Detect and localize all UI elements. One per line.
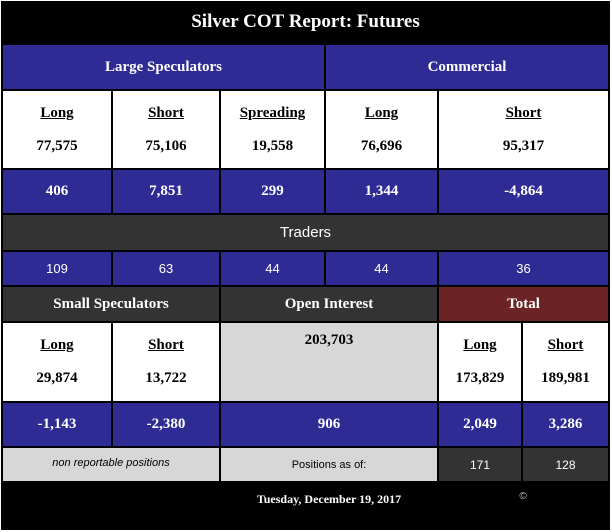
commercial-long-traders-value: 44: [374, 261, 389, 276]
large-spec-long-label: Long: [40, 104, 74, 121]
large-spec-long-cell: Long 77,575: [3, 91, 111, 168]
large-spec-spreading-change: 299: [221, 170, 324, 213]
large-spec-spreading-cell: Spreading 19,558: [221, 91, 324, 168]
open-interest-change-value: 906: [317, 416, 341, 432]
report-title-text: Silver COT Report: Futures: [191, 11, 420, 32]
commercial-long-value: 76,696: [360, 137, 403, 154]
positions-as-of-label: Positions as of:: [291, 458, 367, 471]
small-spec-short-cell: Short 13,722: [113, 323, 219, 401]
traders-title: Traders: [279, 224, 332, 241]
total-long-traders-value: 171: [469, 457, 491, 472]
commercial-title: Commercial: [427, 58, 507, 75]
commercial-short-traders: 36: [439, 252, 608, 285]
large-spec-short-cell: Short 75,106: [113, 91, 219, 168]
large-spec-short-label: Short: [148, 104, 184, 121]
commercial-short-label: Short: [505, 104, 542, 121]
large-spec-spreading-traders-value: 44: [265, 261, 280, 276]
small-spec-short-change: -2,380: [113, 403, 219, 446]
copyright-text: ©: [519, 490, 527, 502]
total-short-change-value: 3,286: [548, 416, 583, 432]
small-spec-short-label: Short: [148, 337, 184, 353]
commercial-long-change-value: 1,344: [364, 183, 399, 199]
open-interest-value: 203,703: [304, 332, 354, 348]
non-reportable-note: non reportable positions: [3, 448, 219, 481]
large-spec-spreading-value: 19,558: [251, 137, 294, 154]
large-spec-short-value: 75,106: [145, 137, 187, 154]
small-spec-short-value: 13,722: [145, 370, 187, 386]
total-title: Total: [507, 295, 540, 312]
small-spec-long-value: 29,874: [36, 370, 78, 386]
large-spec-long-change: 406: [3, 170, 111, 213]
report-title: Silver COT Report: Futures: [1, 1, 610, 43]
copyright-mark: ©: [506, 487, 540, 505]
open-interest-title: Open Interest: [284, 295, 374, 312]
non-reportable-text: non reportable positions: [52, 456, 170, 469]
total-short-change: 3,286: [523, 403, 608, 446]
small-speculators-header: Small Speculators: [3, 287, 219, 321]
large-spec-long-traders: 109: [3, 252, 111, 285]
report-date: Tuesday, December 19, 2017: [221, 483, 437, 515]
commercial-long-traders: 44: [326, 252, 437, 285]
total-short-label: Short: [547, 337, 584, 353]
total-short-traders-value: 128: [555, 457, 576, 472]
total-long-cell: Long 173,829: [439, 323, 521, 401]
large-spec-long-change-value: 406: [45, 183, 69, 199]
total-long-change-value: 2,049: [463, 416, 497, 432]
commercial-short-change: -4,864: [439, 170, 608, 213]
commercial-short-traders-value: 36: [516, 261, 531, 276]
open-interest-header: Open Interest: [221, 287, 437, 321]
large-spec-spreading-change-value: 299: [261, 183, 284, 199]
small-spec-long-change: -1,143: [3, 403, 111, 446]
large-spec-short-traders: 63: [113, 252, 219, 285]
commercial-long-change: 1,344: [326, 170, 437, 213]
small-speculators-title: Small Speculators: [53, 295, 169, 312]
large-spec-short-change-value: 7,851: [149, 183, 183, 199]
commercial-long-cell: Long 76,696: [326, 91, 437, 168]
commercial-short-cell: Short 95,317: [439, 91, 608, 168]
open-interest-change: 906: [221, 403, 437, 446]
large-spec-spreading-traders: 44: [221, 252, 324, 285]
traders-header: Traders: [3, 215, 608, 250]
large-spec-long-value: 77,575: [36, 137, 78, 154]
large-speculators-title: Large Speculators: [104, 58, 223, 75]
open-interest-cell: 203,703: [221, 323, 437, 401]
small-spec-long-change-value: -1,143: [37, 416, 77, 432]
large-spec-spreading-label: Spreading: [239, 104, 306, 121]
commercial-short-change-value: -4,864: [504, 183, 543, 199]
commercial-short-value: 95,317: [502, 137, 545, 154]
report-date-text: Tuesday, December 19, 2017: [256, 491, 402, 506]
commercial-header: Commercial: [326, 45, 608, 89]
small-spec-short-change-value: -2,380: [146, 416, 186, 432]
total-short-cell: Short 189,981: [523, 323, 608, 401]
small-spec-long-cell: Long 29,874: [3, 323, 111, 401]
total-long-label: Long: [463, 337, 497, 353]
total-short-value: 189,981: [541, 370, 590, 386]
total-short-traders: 128: [523, 448, 608, 481]
large-speculators-header: Large Speculators: [3, 45, 324, 89]
small-spec-long-label: Long: [40, 337, 74, 353]
total-header: Total: [439, 287, 608, 321]
large-spec-short-change: 7,851: [113, 170, 219, 213]
large-spec-long-traders-value: 109: [46, 261, 68, 276]
total-long-value: 173,829: [455, 370, 505, 386]
commercial-long-label: Long: [364, 104, 399, 121]
total-long-traders: 171: [439, 448, 521, 481]
positions-as-of: Positions as of:: [221, 448, 437, 481]
large-spec-short-traders-value: 63: [158, 261, 174, 276]
total-long-change: 2,049: [439, 403, 521, 446]
